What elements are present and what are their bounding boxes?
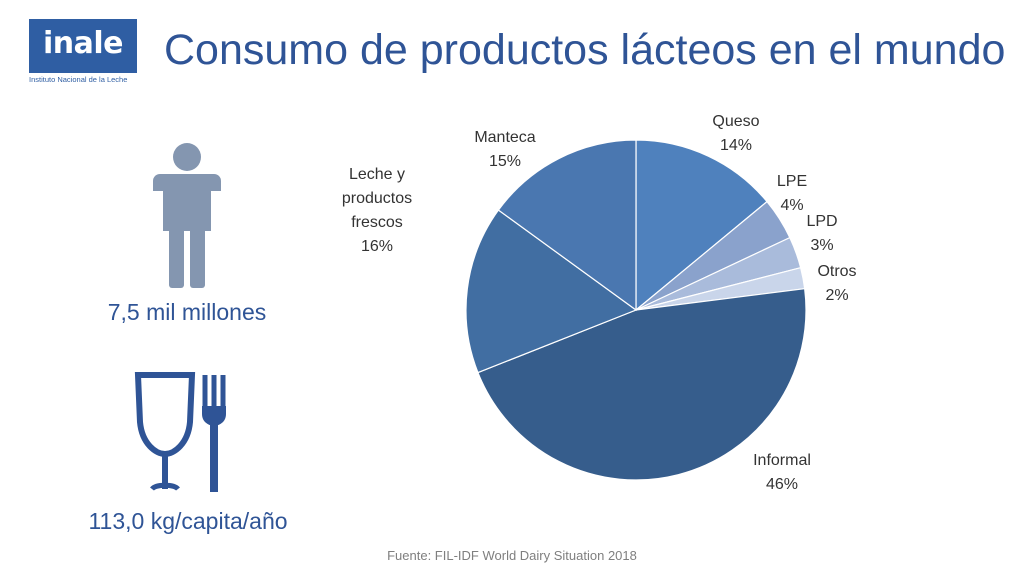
cutlery-icon [134, 372, 226, 492]
page-title: Consumo de productos lácteos en el mundo [164, 26, 1006, 74]
pie-label-lpe: LPE 4% [777, 173, 807, 214]
source-note: Fuente: FIL-IDF World Dairy Situation 20… [387, 548, 637, 563]
consumption-value: 113,0 kg/capita/año [88, 508, 288, 534]
pie-label-lpd: LPD 3% [806, 213, 837, 254]
pie-slice-informal [477, 288, 807, 481]
pie-slice-leche-y-productos-frescos [465, 209, 638, 374]
person-icon [153, 143, 221, 288]
inale-logo: inale [29, 19, 137, 73]
population-value: 7,5 mil millones [107, 299, 267, 325]
pie-label-manteca: Manteca 15% [474, 129, 535, 170]
pie-label-queso: Queso 14% [712, 113, 759, 154]
pie-label-informal: Informal 46% [753, 452, 811, 493]
pie-label-otros: Otros 2% [817, 263, 856, 304]
pie-slice-queso [635, 139, 768, 312]
pie-chart: Queso 14% LPE 4%LPD 3% Otros 2% Informal 46% Lech… [342, 113, 857, 493]
logo-wordmark: inale [42, 26, 124, 61]
logo-subtitle: Instituto Nacional de la Leche [29, 75, 128, 84]
pie-label-leche-y-productos-frescos: Leche y productos frescos 16% [342, 166, 412, 255]
pie-slice-manteca [497, 139, 637, 312]
